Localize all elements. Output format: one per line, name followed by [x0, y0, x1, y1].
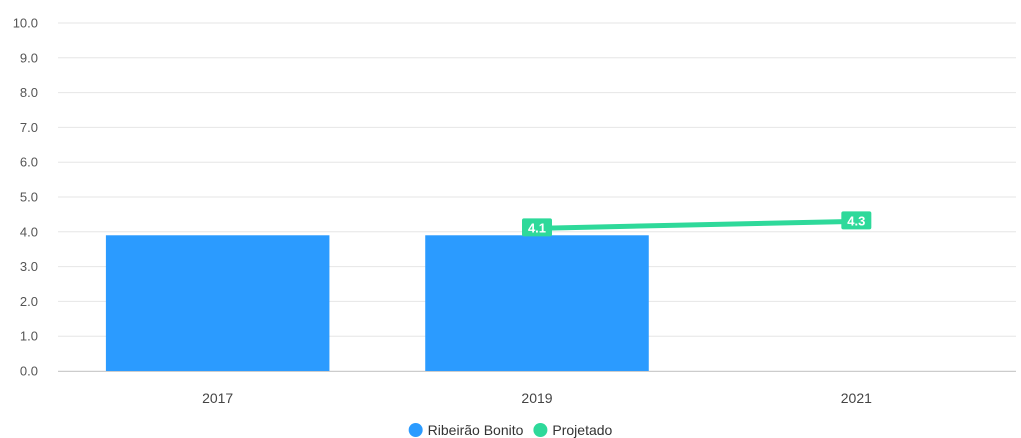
y-tick-label: 1.0: [20, 329, 38, 344]
x-tick-label: 2021: [841, 390, 872, 406]
bar[interactable]: [105, 235, 330, 371]
y-tick-label: 9.0: [20, 50, 38, 65]
legend-marker: [533, 423, 548, 437]
bar[interactable]: [425, 235, 649, 371]
data-label: 4.1: [528, 220, 546, 235]
y-tick-label: 4.0: [20, 224, 38, 239]
x-tick-label: 2017: [202, 390, 233, 406]
legend[interactable]: Ribeirão Bonito Projetado: [408, 422, 613, 438]
bar-series: [105, 235, 649, 371]
x-tick-label: 2019: [521, 390, 552, 406]
legend-item[interactable]: Projetado: [533, 422, 613, 438]
y-tick-label: 0.0: [20, 364, 38, 379]
y-tick-label: 2.0: [20, 294, 38, 309]
y-tick-label: 6.0: [20, 155, 38, 170]
series-line[interactable]: [534, 218, 859, 231]
line-series: 4.1 4.3: [522, 211, 872, 237]
data-label: 4.3: [847, 213, 865, 228]
y-tick-label: 8.0: [20, 85, 38, 100]
legend-label: Projetado: [552, 422, 612, 438]
legend-item[interactable]: Ribeirão Bonito: [408, 422, 524, 438]
legend-label: Ribeirão Bonito: [428, 422, 524, 438]
data-label-box: [522, 218, 552, 237]
y-tick-label: 3.0: [20, 259, 38, 274]
y-axis-ticks: 0.0 1.0 2.0 3.0 4.0 5.0 6.0 7.0 8.0 9.0 10.0: [13, 16, 38, 379]
x-axis: 2017 2019 2021: [58, 371, 1016, 406]
y-tick-label: 7.0: [20, 120, 38, 135]
y-tick-label: 10.0: [13, 16, 38, 31]
y-tick-label: 5.0: [20, 190, 38, 205]
data-label-box: [841, 211, 872, 230]
legend-marker: [408, 423, 423, 437]
